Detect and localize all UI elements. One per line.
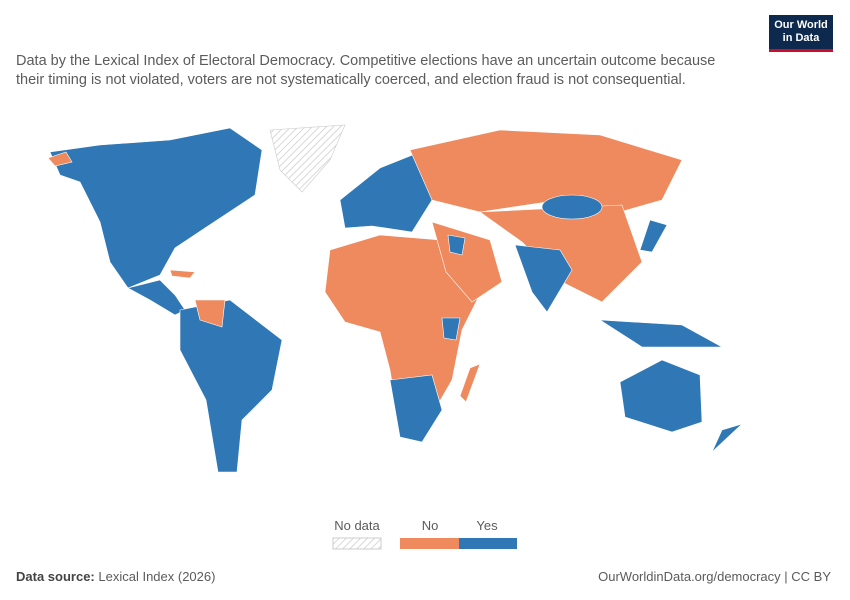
logo[interactable]: Our World in Data — [769, 15, 833, 52]
central-america — [127, 279, 186, 316]
iraq — [447, 234, 466, 256]
south-america — [179, 299, 283, 473]
venezuela — [194, 299, 226, 328]
indonesia — [598, 319, 723, 348]
legend-swatch — [459, 538, 517, 549]
legend-swatch — [400, 538, 459, 549]
legend-label: No data — [334, 518, 380, 533]
australia — [619, 359, 703, 433]
logo-line: Our World — [774, 19, 828, 31]
japan — [639, 219, 668, 253]
legend-label: Yes — [476, 518, 498, 533]
cuba — [169, 269, 196, 279]
europe — [339, 151, 433, 233]
iceland — [47, 151, 73, 167]
legend: No data No Yes — [332, 518, 517, 550]
greenland — [269, 124, 346, 193]
southern-africa — [389, 374, 443, 443]
subtitle: Data by the Lexical Index of Electoral D… — [16, 53, 716, 88]
kenya — [441, 317, 461, 341]
url[interactable]: OurWorldinData.org/democracy | CC BY — [598, 569, 831, 584]
source-text: Lexical Index (2026) — [98, 569, 216, 584]
north-america — [49, 127, 263, 289]
madagascar — [459, 363, 481, 403]
mongolia — [541, 194, 603, 220]
india — [514, 244, 573, 313]
new-zealand — [711, 423, 743, 453]
russia — [409, 129, 683, 213]
logo-line: in Data — [782, 32, 820, 44]
legend-swatch — [332, 537, 382, 550]
source-label: Data source: — [16, 569, 95, 584]
world-map — [47, 124, 743, 473]
source: Data source: Lexical Index (2026) — [16, 569, 215, 584]
legend-label: No — [422, 518, 439, 533]
